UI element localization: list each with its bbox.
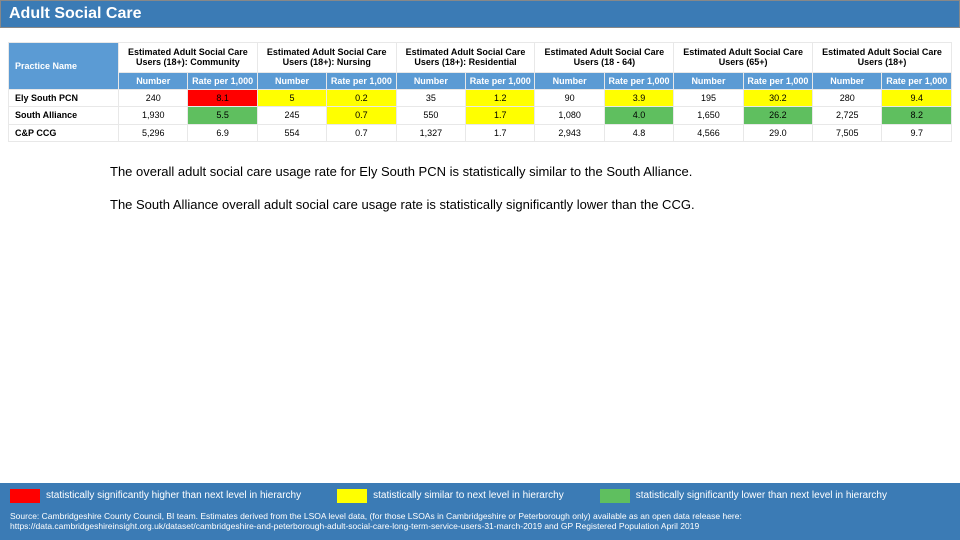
data-cell: 6.9 [188,124,257,141]
sub-header: Rate per 1,000 [882,72,952,89]
data-cell: 4.8 [604,124,673,141]
data-cell: 90 [535,90,604,107]
group-header: Estimated Adult Social Care Users (18+):… [119,43,258,73]
data-cell: 4,566 [674,124,743,141]
data-cell: 7,505 [813,124,882,141]
data-cell: 0.7 [327,107,396,124]
data-cell: 1.7 [466,107,535,124]
data-cell: 2,943 [535,124,604,141]
group-header: Estimated Adult Social Care Users (18+):… [396,43,535,73]
group-header: Estimated Adult Social Care Users (18+) [813,43,952,73]
legend-text: statistically significantly lower than n… [636,490,887,501]
data-table: Practice NameEstimated Adult Social Care… [8,42,952,142]
legend-text: statistically similar to next level in h… [373,490,564,501]
body-text: The overall adult social care usage rate… [0,142,960,212]
data-cell: 2,725 [813,107,882,124]
legend-text: statistically significantly higher than … [46,490,301,501]
group-header: Estimated Adult Social Care Users (18+):… [257,43,396,73]
sub-header: Rate per 1,000 [466,72,535,89]
group-header: Estimated Adult Social Care Users (18 - … [535,43,674,73]
data-cell: 240 [119,90,188,107]
data-cell: 0.7 [327,124,396,141]
data-cell: 0.2 [327,90,396,107]
sub-header: Rate per 1,000 [604,72,673,89]
legend-swatch [600,489,630,503]
group-header: Estimated Adult Social Care Users (65+) [674,43,813,73]
data-cell: 29.0 [743,124,812,141]
source-text: Source: Cambridgeshire County Council, B… [10,511,950,532]
data-cell: 1,327 [396,124,465,141]
sub-header: Number [257,72,326,89]
data-cell: 1.2 [466,90,535,107]
data-cell: 26.2 [743,107,812,124]
data-cell: 5,296 [119,124,188,141]
sub-header: Number [674,72,743,89]
sub-header: Rate per 1,000 [327,72,396,89]
data-cell: 1,930 [119,107,188,124]
table-container: Practice NameEstimated Adult Social Care… [0,28,960,142]
data-cell: 8.1 [188,90,257,107]
table-row: Ely South PCN2408.150.2351.2903.919530.2… [9,90,952,107]
row-label: C&P CCG [9,124,119,141]
data-cell: 280 [813,90,882,107]
sub-header: Rate per 1,000 [188,72,257,89]
sub-header: Number [535,72,604,89]
data-cell: 5 [257,90,326,107]
legend: statistically significantly higher than … [10,489,950,503]
data-cell: 35 [396,90,465,107]
page-title: Adult Social Care [0,0,960,28]
sub-header: Rate per 1,000 [743,72,812,89]
data-cell: 554 [257,124,326,141]
data-cell: 4.0 [604,107,673,124]
legend-swatch [10,489,40,503]
data-cell: 1,650 [674,107,743,124]
data-cell: 1,080 [535,107,604,124]
legend-swatch [337,489,367,503]
data-cell: 550 [396,107,465,124]
data-cell: 30.2 [743,90,812,107]
table-row: South Alliance1,9305.52450.75501.71,0804… [9,107,952,124]
sub-header: Number [813,72,882,89]
data-cell: 245 [257,107,326,124]
data-cell: 8.2 [882,107,952,124]
data-cell: 3.9 [604,90,673,107]
data-cell: 9.7 [882,124,952,141]
paragraph-1: The overall adult social care usage rate… [110,164,870,179]
data-cell: 9.4 [882,90,952,107]
row-label: Ely South PCN [9,90,119,107]
table-row: C&P CCG5,2966.95540.71,3271.72,9434.84,5… [9,124,952,141]
sub-header: Number [119,72,188,89]
data-cell: 5.5 [188,107,257,124]
sub-header: Number [396,72,465,89]
data-cell: 1.7 [466,124,535,141]
row-label: South Alliance [9,107,119,124]
data-cell: 195 [674,90,743,107]
practice-name-header: Practice Name [9,43,119,90]
footer: statistically significantly higher than … [0,483,960,540]
paragraph-2: The South Alliance overall adult social … [110,197,870,212]
